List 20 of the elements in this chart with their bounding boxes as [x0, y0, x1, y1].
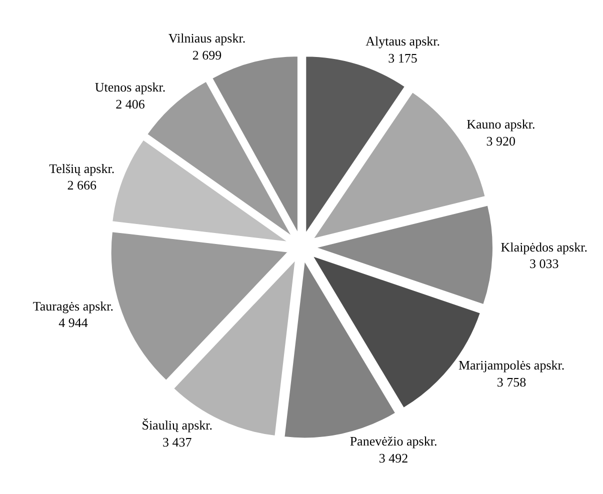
- data-label: 3 920: [486, 133, 516, 148]
- slice-label: Vilniaus apskr.: [168, 30, 246, 46]
- slice-label: Telšių apskr.: [49, 160, 115, 176]
- data-label: 2 406: [116, 96, 146, 112]
- data-label: 2 699: [192, 48, 222, 63]
- slice-label: Tauragės apskr.: [32, 298, 114, 314]
- data-label: 3 437: [162, 434, 192, 450]
- slice-label: Marijampolės apskr.: [458, 358, 565, 373]
- slice-label: Klaipėdos apskr.: [500, 239, 588, 254]
- data-label: 3 492: [378, 450, 408, 466]
- slice-label: Kauno apskr.: [466, 116, 536, 132]
- slice-label: Utenos apskr.: [94, 80, 166, 95]
- data-label: 3 758: [496, 374, 526, 390]
- data-label: 3 033: [530, 256, 559, 272]
- data-label: 2 666: [67, 178, 97, 193]
- slice-label: Panevėžio apskr.: [350, 433, 438, 448]
- data-label: 3 175: [388, 50, 418, 66]
- slice-label: Alytaus apskr.: [366, 33, 440, 48]
- slice-label: Šiaulių apskr.: [142, 418, 212, 433]
- data-label: 4 944: [58, 315, 88, 330]
